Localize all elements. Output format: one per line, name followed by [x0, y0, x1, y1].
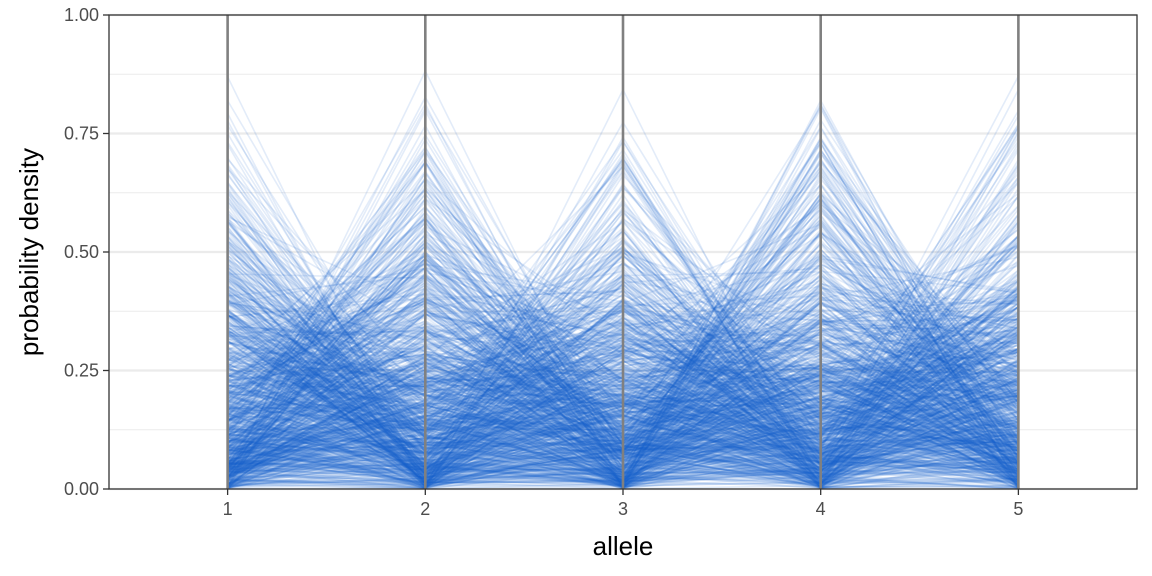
x-tick-label: 2 [420, 499, 430, 519]
y-axis: 0.00 0.25 0.50 0.75 1.00 [64, 5, 109, 499]
y-tick-label: 0.25 [64, 361, 99, 381]
allele-axes [226, 15, 1020, 489]
y-tick-label: 0.00 [64, 479, 99, 499]
y-axis-title: probability density [14, 148, 44, 356]
x-tick-label: 4 [816, 499, 826, 519]
x-axis-title: allele [593, 531, 654, 561]
x-tick-label: 3 [618, 499, 628, 519]
x-tick-label: 5 [1013, 499, 1023, 519]
y-tick-label: 0.50 [64, 242, 99, 262]
y-tick-label: 1.00 [64, 5, 99, 25]
y-tick-label: 0.75 [64, 124, 99, 144]
x-tick-label: 1 [223, 499, 233, 519]
x-axis: 1 2 3 4 5 [223, 489, 1023, 519]
